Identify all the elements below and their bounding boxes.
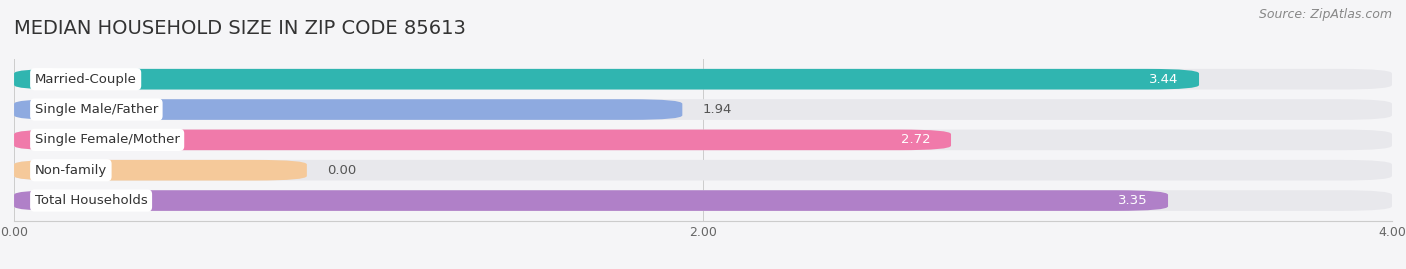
Text: Total Households: Total Households bbox=[35, 194, 148, 207]
Text: Single Male/Father: Single Male/Father bbox=[35, 103, 157, 116]
FancyBboxPatch shape bbox=[14, 69, 1392, 90]
FancyBboxPatch shape bbox=[14, 190, 1392, 211]
FancyBboxPatch shape bbox=[14, 130, 1392, 150]
FancyBboxPatch shape bbox=[14, 160, 1392, 180]
FancyBboxPatch shape bbox=[14, 99, 1392, 120]
Text: 0.00: 0.00 bbox=[328, 164, 357, 177]
Text: 3.35: 3.35 bbox=[1118, 194, 1147, 207]
FancyBboxPatch shape bbox=[14, 160, 307, 180]
FancyBboxPatch shape bbox=[14, 99, 682, 120]
FancyBboxPatch shape bbox=[14, 69, 1199, 90]
Text: 1.94: 1.94 bbox=[703, 103, 733, 116]
FancyBboxPatch shape bbox=[14, 130, 950, 150]
FancyBboxPatch shape bbox=[14, 190, 1168, 211]
Text: Married-Couple: Married-Couple bbox=[35, 73, 136, 86]
Text: 2.72: 2.72 bbox=[901, 133, 931, 146]
Text: Single Female/Mother: Single Female/Mother bbox=[35, 133, 180, 146]
Text: 3.44: 3.44 bbox=[1149, 73, 1178, 86]
Text: Source: ZipAtlas.com: Source: ZipAtlas.com bbox=[1258, 8, 1392, 21]
Text: MEDIAN HOUSEHOLD SIZE IN ZIP CODE 85613: MEDIAN HOUSEHOLD SIZE IN ZIP CODE 85613 bbox=[14, 19, 465, 38]
Text: Non-family: Non-family bbox=[35, 164, 107, 177]
